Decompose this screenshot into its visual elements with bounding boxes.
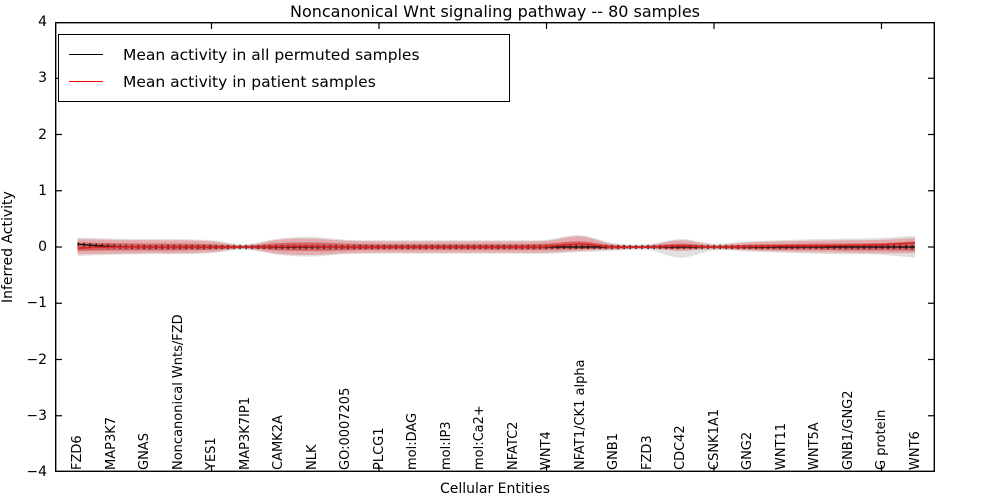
x-tick-label: WNT6 bbox=[907, 431, 923, 470]
y-tick-label: 0 bbox=[38, 239, 47, 255]
x-tick-label: GNG2 bbox=[740, 431, 755, 470]
y-tick-label: −1 bbox=[26, 295, 47, 312]
legend-item: Mean activity in patient samples bbox=[69, 68, 499, 95]
x-tick-label: WNT4 bbox=[539, 431, 554, 470]
band-patient-range-inner bbox=[77, 241, 915, 251]
x-tick-label: FZD3 bbox=[639, 435, 655, 470]
x-tick-label: PLCG1 bbox=[371, 427, 387, 470]
x-tick-label: MAP3K7 bbox=[103, 416, 119, 470]
y-tick-label: 4 bbox=[38, 14, 47, 30]
patient-mean-line bbox=[77, 242, 916, 249]
y-tick-label: 2 bbox=[38, 126, 47, 143]
x-tick-label: mol:DAG bbox=[405, 412, 420, 470]
x-tick-label: NFATC2 bbox=[505, 421, 521, 470]
x-tick-label: NFAT1/CK1 alpha bbox=[572, 359, 588, 470]
x-tick-label: CAMK2A bbox=[271, 415, 286, 470]
plot-area bbox=[55, 22, 935, 472]
x-tick-label: WNT11 bbox=[773, 422, 789, 470]
x-tick-label: MAP3K7IP1 bbox=[237, 397, 253, 470]
legend-line-sample bbox=[69, 54, 103, 55]
x-tick-label: CDC42 bbox=[673, 425, 688, 470]
y-tick-label: 3 bbox=[38, 70, 47, 87]
legend-line-sample bbox=[69, 81, 103, 82]
x-tick-label: YES1 bbox=[204, 437, 219, 470]
x-axis-title: Cellular Entities bbox=[439, 481, 551, 497]
x-tick-label: mol:Ca2+ bbox=[472, 405, 487, 470]
x-tick-label: GNB1 bbox=[606, 433, 621, 470]
y-tick-label: −4 bbox=[26, 464, 47, 480]
x-tick-label: G protein bbox=[874, 409, 889, 470]
x-tick-label: mol:IP3 bbox=[438, 421, 454, 470]
x-tick-label: WNT5A bbox=[807, 422, 822, 470]
x-tick-label: GNB1/GNG2 bbox=[840, 390, 856, 470]
plot-frame bbox=[55, 22, 935, 472]
y-tick-label: 1 bbox=[38, 182, 47, 199]
y-tick-label: −2 bbox=[26, 351, 47, 368]
x-tick-label: GO:0007205 bbox=[338, 387, 353, 470]
chart-title: Noncanonical Wnt signaling pathway -- 80… bbox=[289, 2, 701, 21]
x-tick-label: Noncanonical Wnts/FZD bbox=[170, 314, 186, 470]
x-tick-label: FZD6 bbox=[70, 435, 85, 470]
legend-item-label: Mean activity in all permuted samples bbox=[123, 45, 420, 64]
legend-item: Mean activity in all permuted samples bbox=[69, 41, 499, 68]
x-tick-label: CSNK1A1 bbox=[706, 408, 722, 470]
x-tick-label: NLK bbox=[304, 444, 320, 471]
legend-box: Mean activity in all permuted samples Mea… bbox=[58, 34, 510, 102]
x-tick-label: GNAS bbox=[137, 433, 152, 470]
legend-item-label: Mean activity in patient samples bbox=[123, 72, 376, 91]
y-tick-label: −3 bbox=[26, 407, 47, 424]
